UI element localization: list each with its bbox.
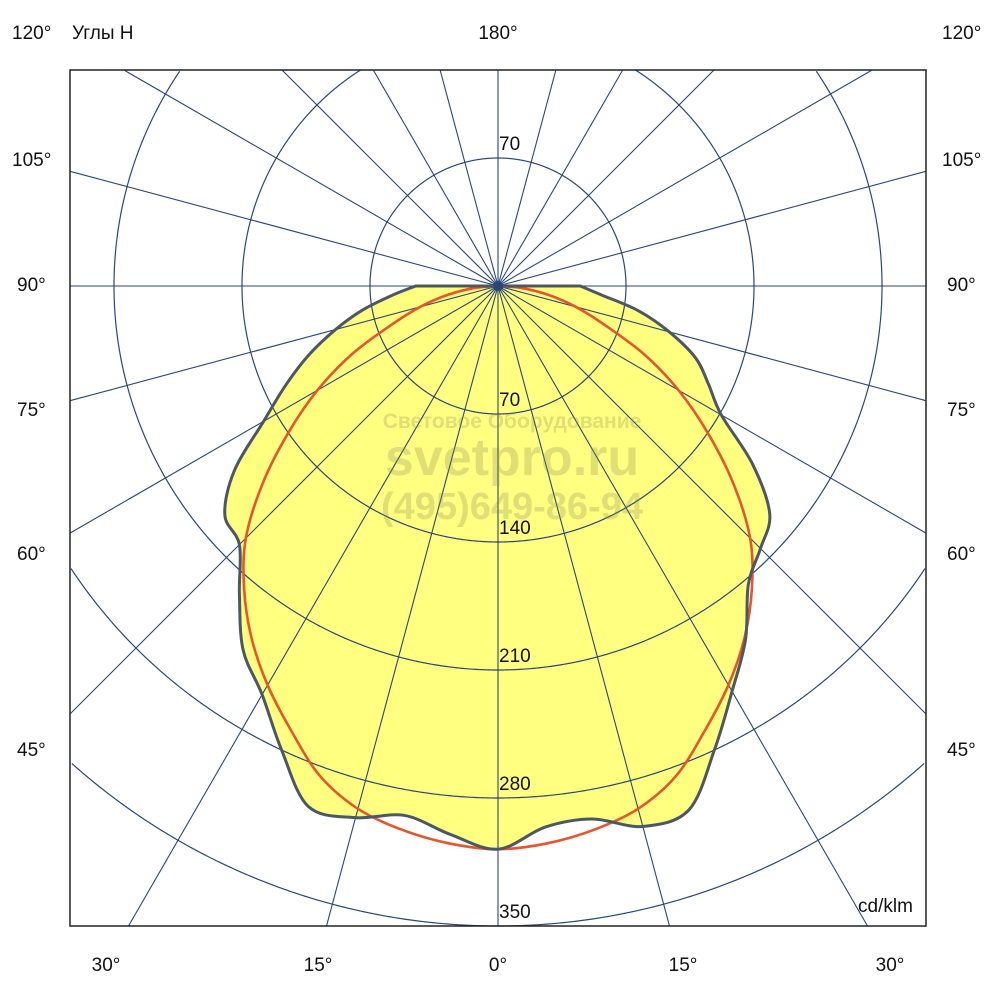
grid-spoke: [372, 69, 499, 287]
grid-spoke: [497, 285, 927, 534]
radial-tick-label: 70: [499, 390, 521, 411]
angle-label-left: 75°: [17, 400, 46, 421]
angle-label-right: 105°: [942, 150, 982, 171]
angle-label-bottom: 0°: [488, 955, 508, 976]
angle-label-left: 105°: [12, 150, 52, 171]
plot-frame: [69, 69, 927, 927]
grid-spoke: [497, 285, 927, 715]
center-point: [493, 281, 503, 291]
grid-spoke: [128, 285, 499, 927]
grid-spoke: [497, 69, 873, 287]
angle-label-right: 45°: [947, 740, 976, 761]
grid-spoke: [281, 69, 499, 287]
unit-label: cd/klm: [858, 896, 913, 917]
angle-label-bottom: 15°: [668, 955, 698, 976]
watermark-line2: svetpro.ru: [384, 429, 640, 487]
radial-tick-label: 140: [499, 518, 531, 539]
grid-spoke: [497, 69, 715, 287]
yellow-curve-outline: [223, 284, 772, 851]
angle-label-bottom: 30°: [875, 955, 905, 976]
grid-spoke: [69, 285, 499, 534]
radial-tick-label: 350: [499, 902, 531, 923]
angle-label-right: 60°: [947, 544, 976, 565]
yellow-curve-fill: [224, 286, 770, 850]
grid-spoke: [439, 69, 499, 287]
grid-ring: [71, 763, 925, 927]
grid-spoke: [497, 69, 557, 287]
red-curve-layer: [223, 284, 772, 851]
angle-label-bottom: 15°: [303, 955, 333, 976]
angle-label-left: 90°: [17, 275, 46, 296]
grid-spoke: [69, 285, 499, 715]
radial-tick-label: 280: [499, 774, 531, 795]
angle-label-top-center: 180°: [478, 23, 518, 44]
grid-ring: [241, 69, 755, 543]
grid-spoke: [497, 285, 671, 927]
grid-ring: [70, 568, 926, 799]
angle-label-right: 90°: [947, 275, 976, 296]
angle-label-top-right: 120°: [942, 23, 982, 44]
angle-label-right: 75°: [947, 400, 976, 421]
grid-spoke: [123, 69, 499, 287]
grid-ring: [113, 70, 883, 671]
chart-title: Углы H: [72, 23, 134, 44]
grid-spoke: [69, 285, 499, 402]
radial-tick-label: 210: [499, 646, 531, 667]
grid-spoke: [325, 285, 499, 927]
grid-spoke: [497, 69, 624, 287]
grid-spoke: [497, 285, 927, 402]
grid-spoke: [497, 170, 927, 287]
grid-spoke: [69, 170, 499, 287]
angle-label-bottom: 30°: [91, 955, 121, 976]
angle-label-left: 60°: [17, 544, 46, 565]
grid-spoke: [497, 285, 868, 927]
radial-tick-label: 70: [499, 134, 521, 155]
angle-label-top-left: 120°: [12, 23, 52, 44]
watermark-line3: (495)649-86-94: [381, 486, 643, 528]
watermark-line1: Световое Оборудование: [382, 410, 642, 433]
angle-label-left: 45°: [17, 740, 46, 761]
intensity-curves: [224, 286, 770, 850]
